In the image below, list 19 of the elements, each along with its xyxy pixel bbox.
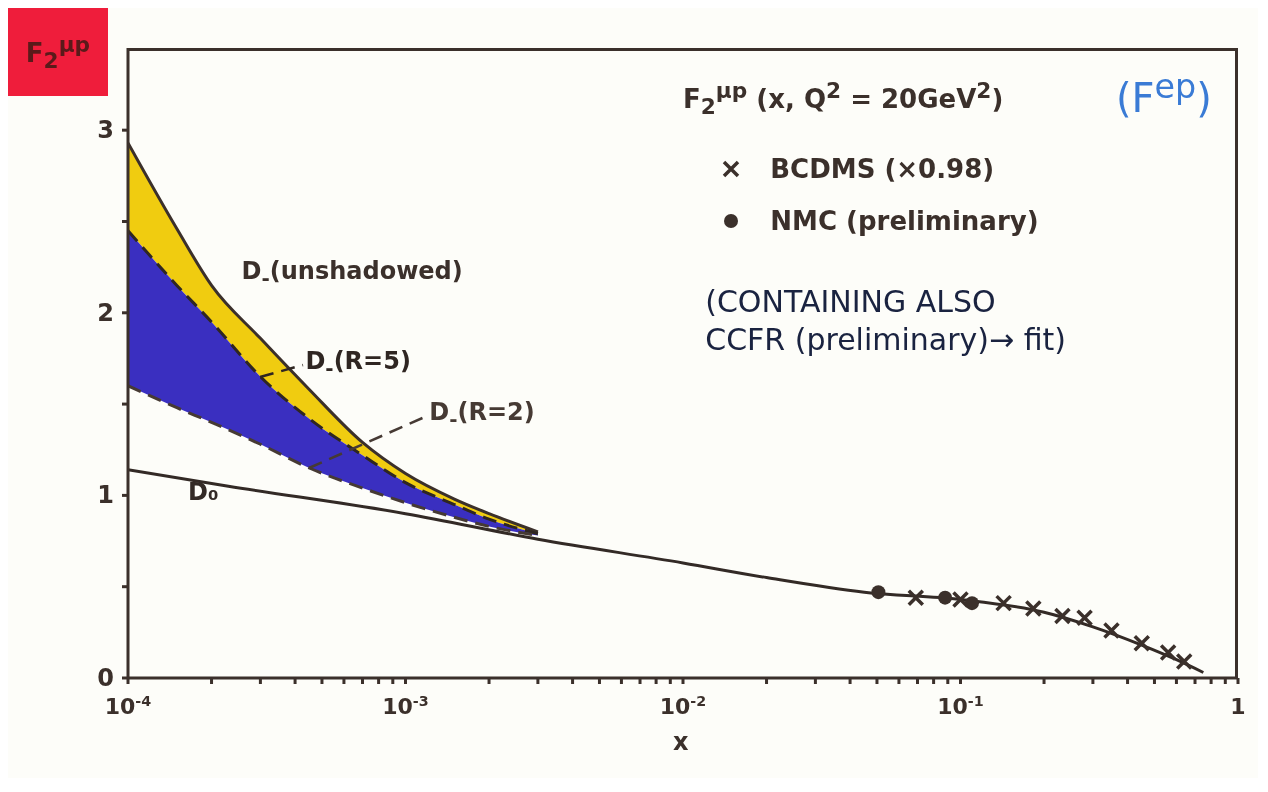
- legend-label: D$_{-}$(R=5): [305, 346, 411, 380]
- x-axis-title: x: [673, 728, 689, 756]
- x-tick-label: 10$^{-1}$: [937, 693, 984, 719]
- text: F$_{2}$$^{μp}$ (x, Q$^{2}$ = 20GeV$^{2}$): [683, 78, 1004, 119]
- text: D$_{-}$(R=2): [429, 398, 535, 431]
- x-tick-label: 10$^{-2}$: [659, 693, 707, 719]
- x-tick-label: 10$^{-4}$: [104, 693, 152, 719]
- x-tick-label: 10$^{-3}$: [382, 693, 429, 719]
- y-tick-label: 2: [97, 298, 114, 327]
- x-tick-label: 1: [1230, 694, 1246, 719]
- y-tick-label: 0: [97, 664, 114, 692]
- y-tick-label: 3: [97, 116, 114, 145]
- legend-label: BCDMS (×0.98): [770, 154, 995, 184]
- series-label: D₀: [188, 477, 219, 506]
- series-label: D$_{-}$(unshadowed): [241, 257, 463, 291]
- annotation: (CONTAINING ALSO CCFR (preliminary)→ fit): [705, 283, 1067, 358]
- annotation: (F$^{ep}$): [1115, 66, 1212, 124]
- legend-label: NMC (preliminary): [770, 206, 1039, 236]
- y-tick-label: 1: [97, 481, 114, 510]
